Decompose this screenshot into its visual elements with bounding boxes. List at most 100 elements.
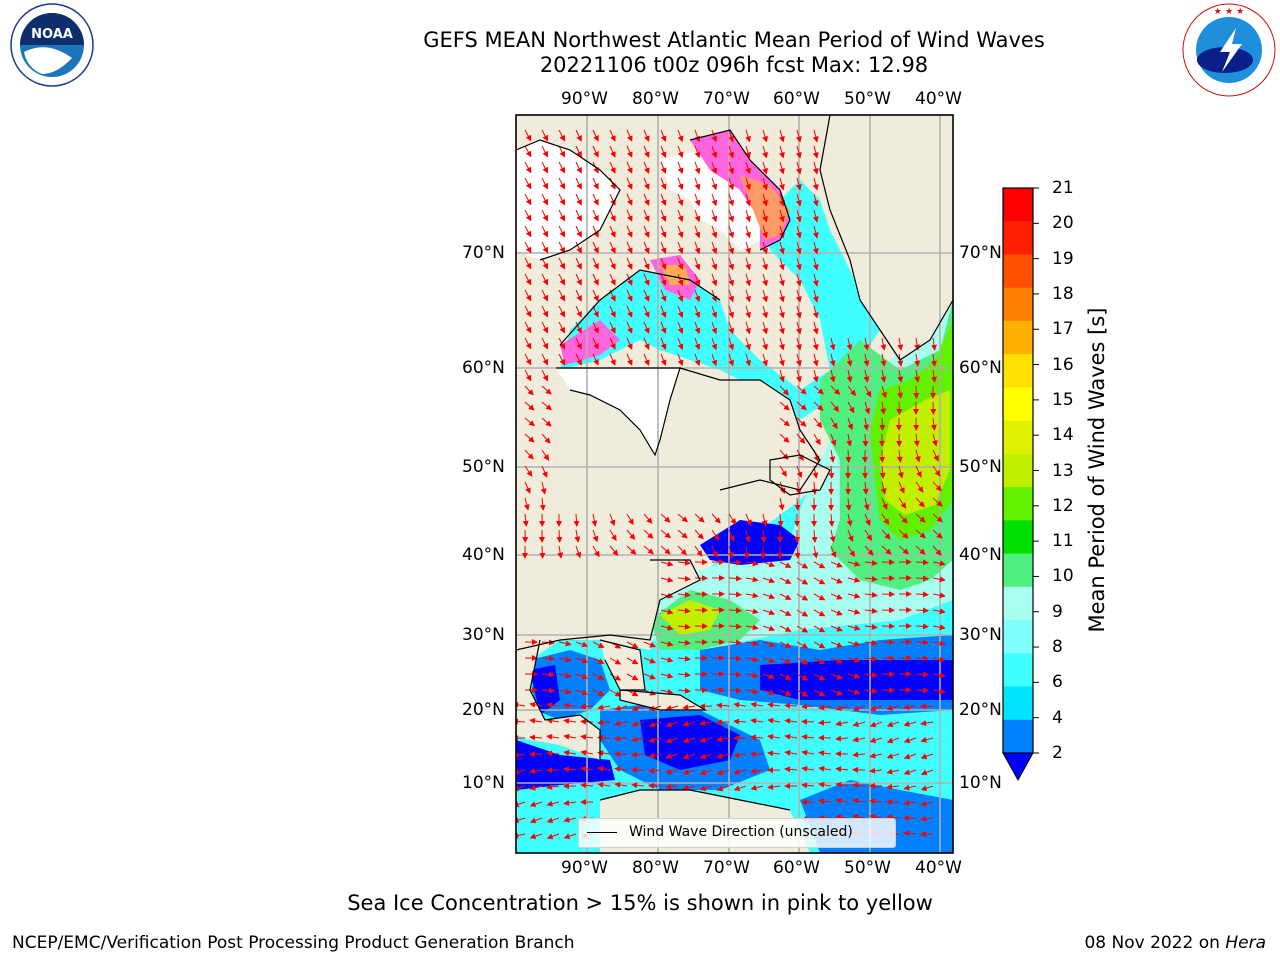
wave-direction-arrow [580, 718, 594, 725]
colorbar-segment [1003, 221, 1033, 255]
wave-direction-arrow [711, 529, 720, 541]
wave-direction-arrow [796, 561, 809, 569]
wave-direction-arrow [869, 705, 883, 712]
wave-direction-arrow [745, 576, 759, 583]
wave-direction-arrow [728, 209, 735, 223]
wave-direction-arrow [886, 704, 900, 711]
wave-direction-arrow [762, 321, 768, 335]
land-mexico [516, 640, 600, 760]
wave-direction-arrow [745, 337, 751, 351]
wave-direction-arrow [745, 305, 751, 319]
wave-direction-arrow [881, 545, 892, 555]
wave-direction-arrow [762, 145, 768, 159]
wave-direction-arrow [886, 783, 900, 790]
wave-direction-arrow [847, 576, 861, 583]
wave-direction-arrow [558, 273, 565, 286]
colorbar-tick-label: 10 [1052, 566, 1074, 587]
wave-direction-arrow [557, 545, 564, 559]
colorbar-tick-label: 8 [1052, 637, 1063, 658]
wave-direction-arrow [609, 177, 616, 190]
wave-direction-arrow [575, 673, 589, 680]
wave-direction-arrow [558, 688, 572, 695]
wave-direction-arrow [682, 769, 696, 775]
wave-direction-arrow [796, 385, 807, 395]
wave-direction-arrow [847, 656, 861, 663]
wave-direction-arrow [643, 353, 650, 367]
wave-direction-arrow [558, 161, 565, 174]
wave-direction-arrow [609, 657, 622, 665]
wave-direction-arrow [541, 145, 549, 158]
wave-direction-arrow [643, 273, 650, 287]
wave-direction-arrow [592, 289, 599, 302]
wave-direction-arrow [750, 734, 764, 741]
wave-direction-arrow [694, 289, 701, 303]
wave-direction-arrow [677, 607, 691, 614]
wave-direction-arrow [575, 193, 582, 206]
wave-direction-arrow [813, 657, 826, 665]
wave-direction-arrow [745, 257, 751, 271]
wave-direction-arrow [575, 657, 589, 664]
wave-direction-arrow [648, 752, 662, 759]
wave-direction-arrow [835, 735, 849, 742]
wave-direction-arrow [660, 177, 667, 191]
wave-direction-arrow [903, 784, 917, 791]
wave-direction-arrow [677, 305, 684, 319]
wave-direction-arrow [609, 209, 616, 222]
wave-direction-arrow [830, 641, 843, 648]
wave-direction-arrow [699, 785, 713, 792]
yellow-green-core [880, 390, 950, 515]
colorbar-tick-label: 4 [1052, 707, 1063, 728]
wave-direction-arrow [660, 560, 674, 567]
wave-direction-arrow [795, 353, 802, 367]
wave-direction-arrow [869, 721, 883, 728]
wave-direction-arrow [795, 289, 802, 303]
wave-direction-arrow [592, 529, 599, 543]
wave-direction-arrow [524, 321, 532, 334]
wave-direction-arrow [660, 529, 671, 539]
wave-direction-arrow [852, 797, 866, 804]
wave-direction-arrow [626, 673, 639, 681]
wave-direction-arrow [880, 401, 887, 415]
wave-direction-arrow [830, 657, 843, 664]
wave-direction-arrow [524, 465, 533, 477]
wave-direction-arrow [529, 717, 543, 724]
wave-direction-arrow [779, 145, 785, 159]
wave-direction-arrow [813, 641, 826, 649]
wave-direction-arrow [677, 559, 691, 566]
wave-direction-arrow [864, 607, 878, 614]
wave-direction-arrow [609, 257, 616, 270]
wave-direction-arrow [626, 257, 633, 270]
wave-direction-arrow [694, 545, 703, 557]
wave-direction-arrow [558, 193, 565, 206]
wave-direction-arrow [677, 129, 684, 143]
wave-direction-arrow [829, 449, 836, 463]
wave-direction-arrow [626, 129, 633, 142]
wave-direction-arrow [818, 704, 832, 711]
wave-direction-arrow [881, 513, 890, 525]
wave-direction-arrow [779, 593, 792, 600]
wave-direction-arrow [880, 353, 887, 367]
wave-direction-arrow [828, 513, 835, 527]
colorbar-tick-label: 11 [1052, 531, 1074, 552]
wave-direction-arrow [546, 717, 560, 724]
wave-direction-arrow [779, 577, 792, 584]
wave-direction-arrow [541, 209, 549, 222]
wave-direction-arrow [830, 689, 843, 696]
wave-direction-arrow [801, 703, 815, 710]
wave-direction-arrow [812, 337, 819, 351]
wave-direction-arrow [558, 672, 572, 679]
wave-direction-arrow [660, 225, 667, 239]
wave-direction-arrow [811, 529, 818, 543]
wave-direction-arrow [524, 417, 535, 427]
wave-direction-arrow [643, 161, 650, 175]
wave-direction-arrow [745, 193, 751, 207]
wave-direction-arrow [818, 719, 832, 726]
wave-direction-arrow [529, 784, 543, 791]
wave-direction-arrow [694, 353, 701, 367]
wave-direction-arrow [728, 337, 735, 351]
wave-direction-arrow [869, 737, 883, 743]
wave-direction-arrow [716, 736, 730, 743]
wave-direction-arrow [863, 417, 870, 431]
wave-direction-arrow [762, 625, 776, 632]
wave-direction-arrow [897, 369, 904, 383]
